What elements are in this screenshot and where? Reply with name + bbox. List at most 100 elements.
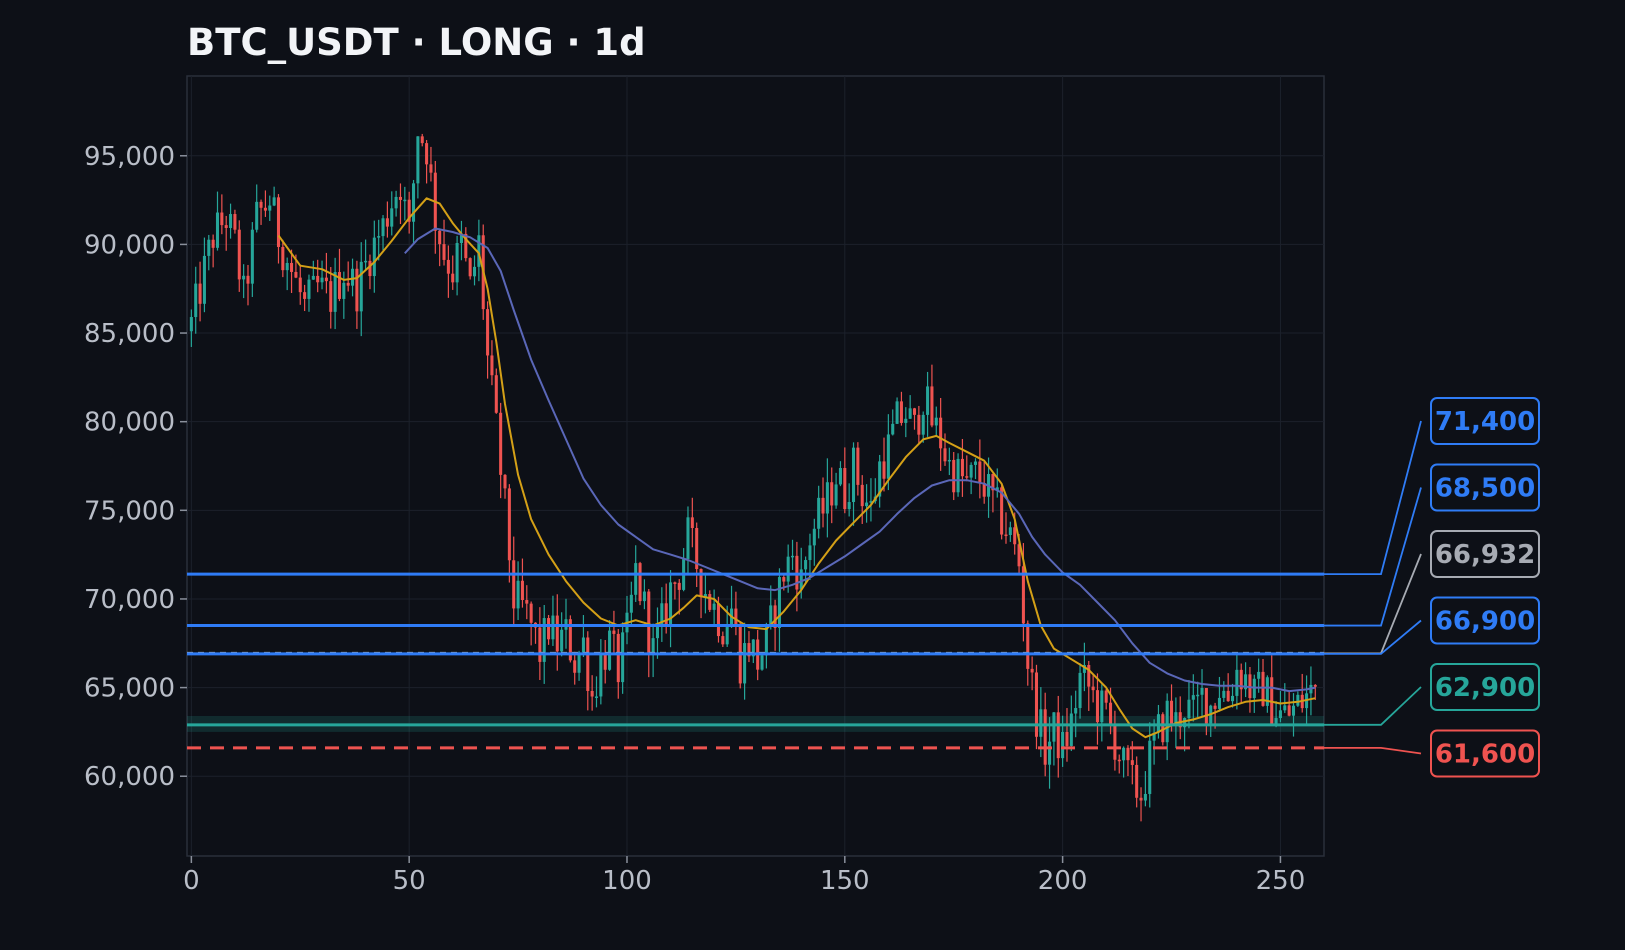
level-connector: [1324, 420, 1422, 576]
candle-body: [943, 448, 947, 462]
candle-body: [359, 261, 363, 312]
candle-body: [782, 577, 786, 582]
candle-body: [660, 603, 664, 626]
candle-body: [525, 600, 529, 604]
candle-body: [1048, 741, 1052, 765]
candle-body: [612, 630, 616, 634]
candle-body: [969, 464, 973, 478]
candle-body: [1135, 764, 1139, 798]
candle-body: [1178, 712, 1182, 728]
candle-body: [490, 355, 494, 376]
candle-body: [673, 582, 677, 584]
candle-body: [259, 201, 263, 208]
candle-body: [229, 214, 233, 228]
candle-body: [760, 655, 764, 670]
candle-body: [608, 630, 612, 670]
candle-body: [655, 625, 660, 639]
candle-body: [215, 212, 220, 248]
candle-body: [843, 467, 847, 510]
y-tick-label: 75,000: [84, 496, 175, 526]
candle-body: [621, 632, 625, 683]
candle-body: [1161, 714, 1165, 743]
candle-body: [468, 258, 472, 277]
candle-body: [1078, 672, 1082, 709]
candle-body: [351, 268, 355, 286]
candle-body: [542, 618, 546, 662]
candle-body: [651, 638, 655, 653]
candle-body: [1122, 747, 1126, 761]
candle-body: [930, 386, 934, 426]
candle-body: [516, 580, 520, 609]
candle-body: [1082, 665, 1086, 673]
candle-body: [808, 545, 812, 561]
candle-body: [1065, 731, 1069, 746]
candle-body: [1196, 694, 1200, 697]
candle-body: [429, 164, 433, 173]
candle-body: [847, 502, 851, 510]
candle-body: [960, 458, 964, 477]
candle-body: [590, 690, 594, 697]
candle-body: [1291, 705, 1296, 716]
candle-body: [804, 560, 808, 570]
candle-body: [1109, 702, 1113, 724]
candle-body: [499, 412, 503, 475]
candle-body: [507, 488, 511, 561]
candle-body: [446, 259, 450, 274]
candle-body: [211, 239, 215, 248]
candle-body: [416, 136, 420, 184]
candle-body: [1008, 527, 1012, 535]
candle-body: [629, 594, 633, 613]
candle-body: [1126, 747, 1130, 761]
candle-body: [603, 654, 607, 670]
candle-body: [425, 143, 429, 165]
candle-body: [1061, 731, 1065, 759]
candle-body: [1191, 695, 1195, 700]
moving-average-layer: [277, 197, 1316, 739]
candle-body: [1213, 705, 1217, 709]
candle-body: [189, 317, 193, 332]
candle-body: [638, 563, 642, 602]
candle-body: [764, 624, 768, 656]
candle-body: [1217, 697, 1221, 709]
candle-body: [860, 484, 864, 507]
candle-body: [1034, 672, 1039, 737]
candle-body: [355, 268, 359, 312]
candle-body: [686, 517, 690, 560]
candle-body: [237, 229, 241, 280]
candle-body: [830, 482, 834, 506]
candle-body: [250, 229, 254, 284]
candle-body: [555, 615, 559, 652]
candle-body: [690, 517, 694, 529]
level-connector: [1324, 686, 1422, 726]
candle-body: [939, 417, 943, 449]
axis-layer: 60,000 65,000 70,000 75,000 80,000 85,000 90,0…: [84, 142, 1305, 896]
candle-body: [464, 233, 468, 259]
candle-body: [1030, 668, 1034, 673]
level-connector: [1324, 746, 1422, 755]
level-label-current-price: 66,932: [1435, 540, 1535, 570]
candle-body: [791, 555, 795, 558]
candle-body: [786, 556, 790, 582]
candle-body: [747, 643, 751, 657]
candle-body: [886, 434, 890, 479]
candle-body: [865, 502, 869, 507]
candle-body: [908, 408, 912, 419]
y-tick-label: 60,000: [84, 762, 175, 792]
candle-body: [1313, 684, 1317, 687]
candle-body: [895, 401, 899, 424]
level-label-box: [1430, 397, 1540, 445]
candle-body: [647, 591, 651, 653]
candle-body: [520, 580, 524, 601]
candle-body: [1113, 723, 1117, 760]
candle-body: [1117, 759, 1121, 762]
candle-body: [451, 273, 455, 283]
candle-body: [390, 208, 394, 227]
candle-body: [281, 246, 285, 271]
candle-body: [294, 271, 298, 278]
candle-body: [599, 654, 603, 697]
candle-body: [1226, 690, 1230, 702]
candle-body: [904, 418, 908, 423]
candle-body: [577, 652, 581, 673]
candle-body: [1200, 688, 1204, 695]
